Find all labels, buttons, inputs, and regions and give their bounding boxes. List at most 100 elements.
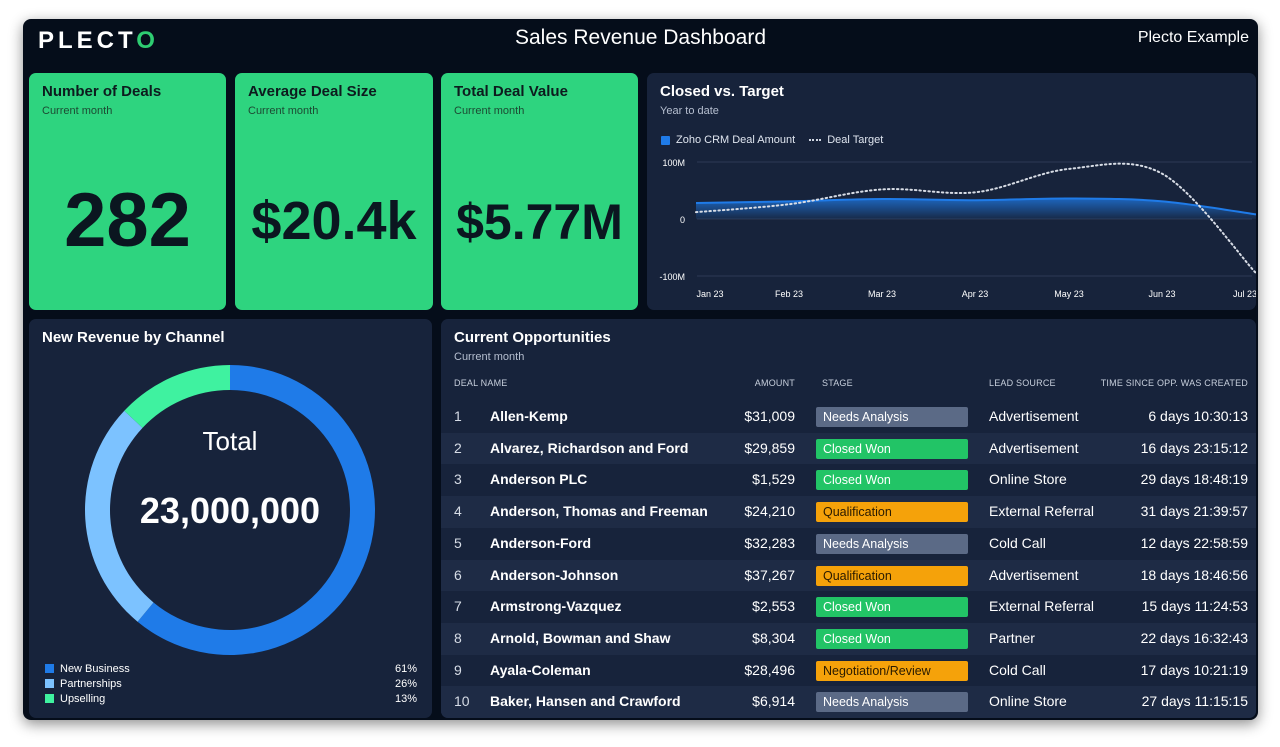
logo-text: PLECT	[38, 27, 137, 54]
legend-label: Upselling	[60, 692, 106, 705]
legend-label-deal-target[interactable]: Deal Target	[827, 134, 884, 146]
row-index: 5	[454, 534, 462, 551]
legend-percent: 13%	[394, 692, 417, 705]
lead-source: Online Store	[989, 693, 1067, 710]
deal-name: Alvarez, Richardson and Ford	[490, 439, 689, 456]
row-index: 2	[454, 439, 462, 456]
lead-source: External Referral	[989, 598, 1095, 615]
deal-amount-line[interactable]	[695, 197, 1256, 216]
deal-name: Armstrong-Vazquez	[490, 598, 622, 615]
panel-title: Closed vs. Target	[660, 83, 784, 100]
closed-vs-target-chart[interactable]: 100M 0 -100M Jan 23 Feb 23 Mar 23 Apr 23 May 23…	[647, 73, 1256, 310]
row-index: 4	[454, 503, 462, 520]
legend-item[interactable]: New Business 61%	[45, 661, 417, 676]
stage-badge: Closed Won	[816, 470, 968, 491]
lead-source: Advertisement	[989, 439, 1079, 456]
deal-name: Anderson PLC	[490, 471, 588, 488]
x-tick-label: Apr 23	[962, 289, 989, 299]
col-header-stage[interactable]: STAGE	[822, 378, 853, 388]
dashboard-frame: PLECTO Sales Revenue Dashboard Plecto Ex…	[23, 19, 1258, 720]
donut-center-value: 23,000,000	[140, 490, 320, 531]
table-row[interactable]: 10 Baker, Hansen and Crawford $6,914 Online…	[441, 686, 1256, 718]
x-tick-label: Jun 23	[1148, 289, 1175, 299]
revenue-donut-chart[interactable]: Total 23,000,000	[29, 319, 432, 659]
donut-slice[interactable]	[137, 365, 375, 655]
table-row[interactable]: 2 Alvarez, Richardson and Ford $29,859 Adve…	[441, 432, 1256, 465]
donut-slice[interactable]	[84, 410, 154, 622]
time-since-created: 15 days 11:24:53	[1141, 598, 1248, 615]
row-index: 7	[454, 598, 462, 615]
table-row[interactable]: 6 Anderson-Johnson $37,267 Advertisement 18 …	[441, 559, 1256, 592]
panel-title: New Revenue by Channel	[42, 329, 225, 346]
legend-item[interactable]: Upselling 13%	[45, 691, 417, 706]
col-header-time-since[interactable]: TIME SINCE OPP. WAS CREATED	[1100, 378, 1248, 388]
table-row[interactable]: 9 Ayala-Coleman $28,496 Cold Call 17 days 10…	[441, 655, 1256, 687]
lead-source: External Referral	[989, 503, 1095, 520]
current-opportunities-panel[interactable]: Current Opportunities Current month DEAL…	[441, 319, 1256, 718]
legend-item-left: New Business	[45, 663, 130, 675]
deal-name: Ayala-Coleman	[490, 661, 591, 678]
table-row[interactable]: 5 Anderson-Ford $32,283 Cold Call 12 days 22…	[441, 528, 1256, 560]
kpi-title: Total Deal Value	[454, 83, 568, 100]
time-since-created: 29 days 18:48:19	[1140, 471, 1248, 488]
kpi-average-deal-size[interactable]: Average Deal Size Current month $20.4k	[235, 73, 433, 310]
col-header-amount[interactable]: AMOUNT	[754, 378, 795, 388]
kpi-title: Average Deal Size	[248, 83, 377, 100]
donut-slice[interactable]	[124, 365, 230, 428]
x-tick-label: Jan 23	[696, 289, 723, 299]
x-tick-label: Feb 23	[775, 289, 803, 299]
col-header-lead-source[interactable]: LEAD SOURCE	[989, 378, 1056, 388]
panel-subtitle: Current month	[454, 351, 525, 363]
deal-name: Anderson-Ford	[490, 534, 592, 551]
deal-amount: $8,304	[752, 629, 795, 646]
legend-percent: 26%	[394, 677, 417, 690]
x-tick-label: May 23	[1054, 289, 1084, 299]
deal-target-line[interactable]	[695, 162, 1256, 275]
legend-label-deal-amount[interactable]: Zoho CRM Deal Amount	[676, 134, 796, 146]
time-since-created: 12 days 22:58:59	[1140, 534, 1248, 551]
row-index: 1	[454, 408, 462, 424]
table-row[interactable]: 3 Anderson PLC $1,529 Online Store 29 days 1…	[441, 464, 1256, 496]
legend-item[interactable]: Partnerships 26%	[45, 676, 417, 691]
table-row[interactable]: 4 Anderson, Thomas and Freeman $24,210 Exte…	[441, 496, 1256, 528]
organization-name: Plecto Example	[1137, 29, 1249, 46]
deal-name: Baker, Hansen and Crawford	[490, 693, 681, 710]
legend-swatch-deal-target	[809, 139, 822, 141]
legend-label: New Business	[60, 662, 130, 675]
kpi-subtitle: Current month	[454, 105, 525, 117]
donut-legend: New Business 61% Partnerships 26% Upselling 1…	[45, 661, 417, 706]
time-since-created: 22 days 16:32:43	[1140, 629, 1248, 646]
deal-name: Anderson, Thomas and Freeman	[490, 503, 708, 520]
deal-amount: $28,496	[744, 661, 795, 678]
legend-label: Partnerships	[60, 677, 122, 690]
kpi-title: Number of Deals	[42, 83, 162, 100]
deal-amount: $2,553	[752, 598, 795, 615]
stage-badge: Closed Won	[816, 628, 968, 649]
x-tick-label: Jul 23	[1233, 289, 1256, 299]
table-row[interactable]: 8 Arnold, Bowman and Shaw $8,304 Partner 22 …	[441, 622, 1256, 655]
col-header-deal-name[interactable]: DEAL NAME	[454, 378, 508, 388]
row-index: 6	[454, 566, 462, 583]
kpi-total-deal-value[interactable]: Total Deal Value Current month $5.77M	[441, 73, 638, 310]
deal-amount: $6,914	[752, 693, 795, 710]
kpi-number-of-deals[interactable]: Number of Deals Current month 282	[29, 73, 226, 310]
dashboard-title: Sales Revenue Dashboard	[515, 26, 766, 49]
row-index: 9	[454, 661, 462, 678]
time-since-created: 18 days 18:46:56	[1140, 566, 1248, 583]
deal-name: Allen-Kemp	[490, 408, 568, 424]
plecto-logo[interactable]: PLECTO	[38, 27, 159, 55]
legend-swatch	[45, 679, 54, 688]
revenue-by-channel-panel[interactable]: New Revenue by Channel Total 23,000,000 N…	[29, 319, 432, 718]
deal-amount: $37,267	[744, 566, 795, 583]
closed-vs-target-panel[interactable]: Closed vs. Target Year to date Zoho CRM …	[647, 73, 1256, 310]
row-index: 10	[454, 693, 470, 710]
lead-source: Cold Call	[989, 534, 1046, 551]
kpi-subtitle: Current month	[248, 105, 319, 117]
stage-badge: Needs Analysis	[816, 692, 968, 713]
stage-badge: Negotiation/Review	[816, 660, 968, 681]
time-since-created: 6 days 10:30:13	[1148, 408, 1248, 424]
table-row[interactable]: 7 Armstrong-Vazquez $2,553 External Referra…	[441, 591, 1256, 623]
time-since-created: 16 days 23:15:12	[1140, 439, 1248, 456]
stage-badge: Qualification	[816, 565, 968, 586]
table-row[interactable]: 1 Allen-Kemp $31,009 Advertisement 6 days 10…	[441, 401, 1256, 433]
